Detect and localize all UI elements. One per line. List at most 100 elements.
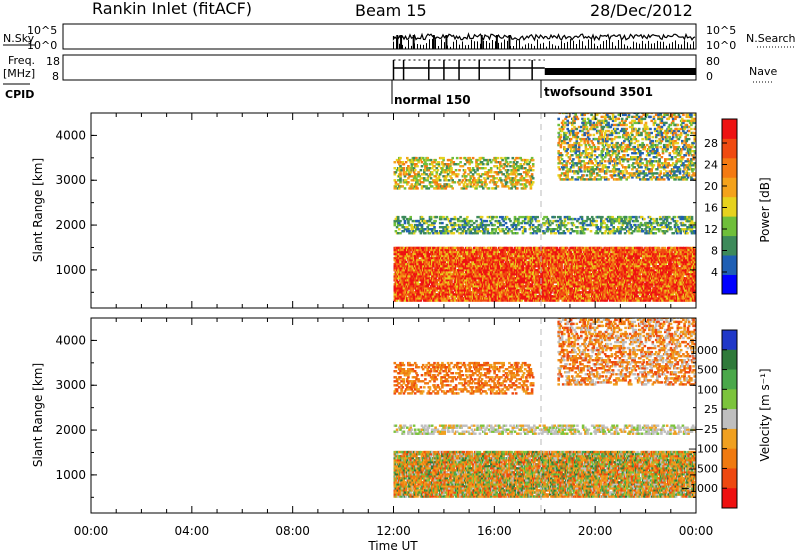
heatmap-cell xyxy=(582,287,586,290)
heatmap-cell xyxy=(587,295,591,298)
heatmap-cell xyxy=(396,293,400,296)
heatmap-cell xyxy=(604,277,608,280)
cpid-mode-twofsound: twofsound 3501 xyxy=(544,85,653,99)
nsky-line xyxy=(392,32,696,42)
heatmap-cell xyxy=(578,252,581,256)
heatmap-cell xyxy=(504,297,508,300)
heatmap-cell xyxy=(480,273,484,276)
heatmap-cell xyxy=(590,291,594,294)
heatmap-cell xyxy=(558,248,561,252)
heatmap-cell xyxy=(466,277,469,280)
heatmap-cell xyxy=(560,267,563,270)
heatmap-cell xyxy=(461,250,465,254)
nave-tick-top: 80 xyxy=(706,55,720,68)
heatmap-cell xyxy=(577,289,580,292)
heatmap-cell xyxy=(619,269,622,272)
heatmap-cell xyxy=(564,256,568,260)
heatmap-cell xyxy=(411,299,415,302)
heatmap-cell xyxy=(580,297,584,300)
heatmap-cell xyxy=(527,289,530,292)
heatmap-cell xyxy=(600,246,603,250)
heatmap-cell xyxy=(421,297,425,300)
heatmap-cell xyxy=(474,273,477,276)
heatmap-cell xyxy=(480,299,484,302)
heatmap-cell xyxy=(626,248,629,252)
heatmap-cell xyxy=(451,265,454,268)
heatmap-cell xyxy=(573,285,577,288)
heatmap-cell xyxy=(601,269,604,272)
heatmap-cell xyxy=(522,281,526,284)
heatmap-cell xyxy=(476,262,479,266)
heatmap-cell xyxy=(423,271,426,274)
heatmap-cell xyxy=(541,291,544,294)
heatmap-cell xyxy=(453,285,457,288)
heatmap-cell xyxy=(428,258,432,262)
heatmap-cell xyxy=(494,293,498,296)
heatmap-cell xyxy=(514,299,518,302)
heatmap-cell xyxy=(426,277,429,280)
heatmap-cell xyxy=(550,291,553,294)
heatmap-cell xyxy=(438,295,442,298)
heatmap-cell xyxy=(629,265,633,268)
heatmap-cell xyxy=(586,267,589,270)
heatmap-cell xyxy=(604,269,608,272)
heatmap-cell xyxy=(479,289,483,292)
heatmap-cell xyxy=(505,260,509,264)
heatmap-cell xyxy=(396,285,400,288)
heatmap-cell xyxy=(613,293,617,296)
heatmap-cell xyxy=(601,250,604,254)
heatmap-cell xyxy=(470,258,474,262)
heatmap-cell xyxy=(546,258,550,262)
heatmap-cell xyxy=(607,285,611,288)
heatmap-cell xyxy=(525,297,528,300)
heatmap-cell xyxy=(623,254,627,258)
heatmap-cell xyxy=(570,271,574,274)
heatmap-cell xyxy=(430,267,434,270)
heatmap-cell xyxy=(555,275,559,278)
heatmap-cell xyxy=(510,295,513,298)
heatmap-cell xyxy=(585,250,588,254)
heatmap-cell xyxy=(518,256,521,260)
heatmap-cell xyxy=(552,295,555,298)
heatmap-cell xyxy=(602,267,605,270)
heatmap-cell xyxy=(629,248,633,252)
heatmap-cell xyxy=(475,293,478,296)
heatmap-cell xyxy=(594,283,597,286)
heatmap-cell xyxy=(526,277,529,280)
cpid-mode-normal: normal 150 xyxy=(394,93,471,107)
heatmap-cell xyxy=(578,287,581,290)
heatmap-cell xyxy=(519,297,522,300)
heatmap-cell xyxy=(603,260,606,264)
heatmap-cell xyxy=(568,295,571,298)
heatmap-cell xyxy=(460,277,463,280)
heatmap-cell xyxy=(550,277,553,280)
heatmap-cell xyxy=(492,269,495,272)
heatmap-cell xyxy=(522,297,526,300)
heatmap-cell xyxy=(453,295,457,298)
heatmap-cell xyxy=(551,283,554,286)
heatmap-cell xyxy=(410,297,414,300)
heatmap-cell xyxy=(440,285,443,288)
heatmap-cell xyxy=(565,246,569,250)
heatmap-cell xyxy=(483,299,486,302)
heatmap-cell xyxy=(479,295,483,298)
heatmap-cell xyxy=(547,295,551,298)
freq-panel: Freq. [MHz] 18 8 80 0 Nave xyxy=(3,54,777,83)
heatmap-cell xyxy=(471,256,475,260)
heatmap-cell xyxy=(570,273,574,276)
heatmap-cell xyxy=(500,246,503,250)
heatmap-cell xyxy=(509,289,512,292)
heatmap-cell xyxy=(442,285,445,288)
heatmap-cell xyxy=(450,281,453,284)
heatmap-cell xyxy=(413,260,417,264)
heatmap-cell xyxy=(472,285,476,288)
heatmap-cell xyxy=(578,267,581,270)
heatmap-cell xyxy=(412,295,416,298)
heatmap-cell xyxy=(411,254,415,258)
heatmap-cell xyxy=(419,283,423,286)
heatmap-cell xyxy=(614,297,618,300)
heatmap-cell xyxy=(484,256,487,260)
heatmap-cell xyxy=(496,269,500,272)
heatmap-cell xyxy=(485,254,488,258)
heatmap-cell xyxy=(496,293,500,296)
